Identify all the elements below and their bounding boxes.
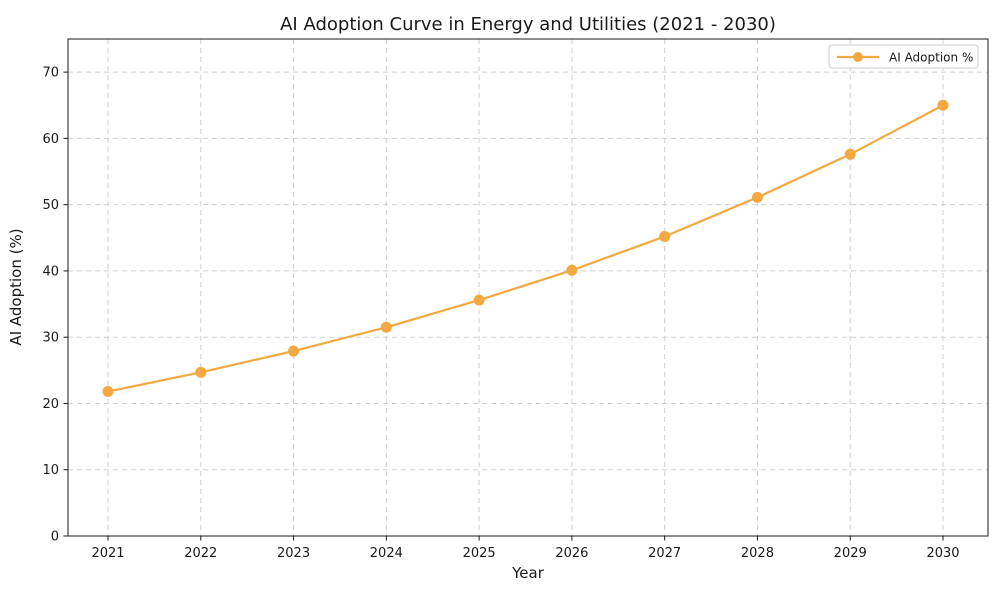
data-point-2029 bbox=[844, 148, 856, 160]
chart-title: AI Adoption Curve in Energy and Utilitie… bbox=[280, 14, 776, 35]
y-tick-label-70: 70 bbox=[42, 66, 59, 81]
data-point-2026 bbox=[566, 264, 578, 276]
data-point-2023 bbox=[288, 345, 300, 357]
legend: AI Adoption % bbox=[828, 44, 979, 69]
axes-frame bbox=[67, 38, 989, 537]
legend-marker-icon bbox=[853, 52, 863, 62]
series-layer bbox=[102, 99, 949, 398]
data-point-2022 bbox=[195, 366, 207, 378]
y-tick-label-40: 40 bbox=[42, 264, 59, 279]
x-tick-label-2027: 2027 bbox=[648, 546, 681, 561]
x-tick-label-2025: 2025 bbox=[463, 546, 496, 561]
x-tick-label-2021: 2021 bbox=[91, 546, 124, 561]
x-tick-label-2026: 2026 bbox=[555, 546, 588, 561]
x-tick-label-2030: 2030 bbox=[926, 546, 959, 561]
data-point-2030 bbox=[937, 99, 949, 111]
data-point-2021 bbox=[102, 386, 114, 398]
x-tick-label-2028: 2028 bbox=[741, 546, 774, 561]
y-tick-label-0: 0 bbox=[51, 530, 59, 545]
x-axis-label: Year bbox=[511, 564, 545, 582]
y-tick-label-10: 10 bbox=[42, 463, 59, 478]
y-axis-label: AI Adoption (%) bbox=[7, 228, 25, 345]
data-point-2025 bbox=[473, 294, 485, 306]
y-tick-label-30: 30 bbox=[42, 331, 59, 346]
y-tick-label-20: 20 bbox=[42, 397, 59, 412]
data-point-2024 bbox=[380, 321, 392, 333]
x-tick-label-2024: 2024 bbox=[370, 546, 403, 561]
data-point-2028 bbox=[751, 191, 763, 203]
y-tick-label-60: 60 bbox=[42, 132, 59, 147]
x-tick-label-2029: 2029 bbox=[834, 546, 867, 561]
legend-label: AI Adoption % bbox=[889, 51, 973, 65]
grid-layer bbox=[68, 39, 988, 536]
x-tick-label-2023: 2023 bbox=[277, 546, 310, 561]
y-tick-label-50: 50 bbox=[42, 198, 59, 213]
data-point-2027 bbox=[659, 230, 671, 242]
x-tick-label-2022: 2022 bbox=[184, 546, 217, 561]
series-line-ai-adoption bbox=[106, 104, 945, 393]
legend-frame bbox=[828, 44, 979, 69]
